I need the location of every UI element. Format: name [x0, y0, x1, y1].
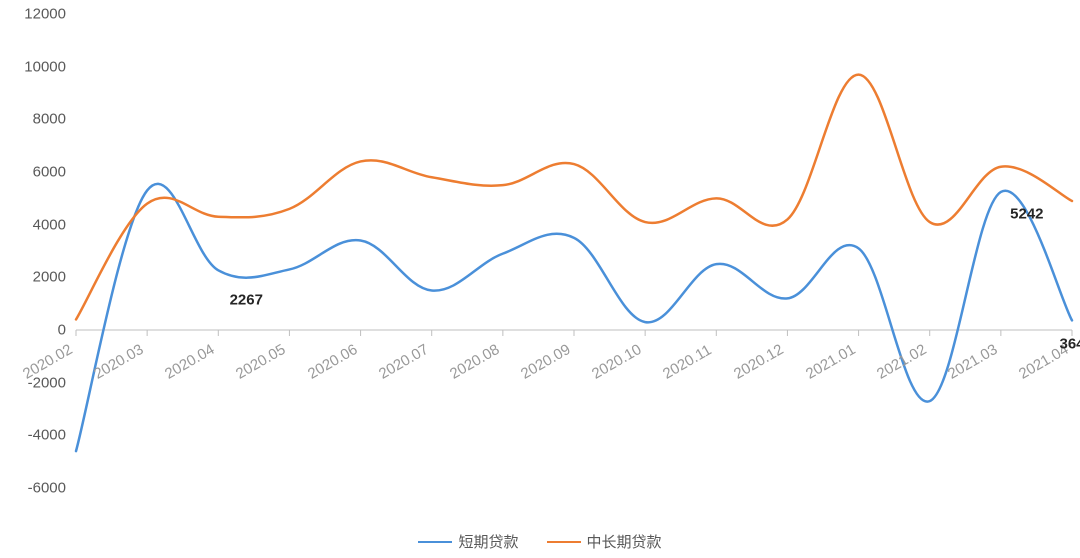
y-axis-labels: -6000 -4000 -2000 0 2000 4000 6000 8000 10000 120… [0, 0, 66, 558]
data-label: 5242 [1010, 205, 1043, 222]
legend: 短期贷款 中长期贷款 [0, 531, 1080, 552]
legend-label: 短期贷款 [458, 531, 518, 552]
y-tick-label: 8000 [33, 111, 66, 128]
loan-chart: -6000 -4000 -2000 0 2000 4000 6000 8000 10000 120… [0, 0, 1080, 558]
legend-line-icon [547, 541, 581, 543]
chart-plot-area [0, 0, 1080, 558]
y-tick-label: 2000 [33, 269, 66, 286]
data-label: 364 [1059, 336, 1080, 353]
data-label: 2267 [230, 292, 263, 309]
legend-line-icon [418, 541, 452, 543]
legend-label: 中长期贷款 [587, 531, 662, 552]
y-tick-label: -4000 [28, 427, 66, 444]
y-tick-label: -2000 [28, 374, 66, 391]
y-tick-label: 4000 [33, 216, 66, 233]
legend-item-long-term: 中长期贷款 [547, 531, 662, 552]
y-tick-label: 12000 [24, 6, 66, 23]
y-tick-label: -6000 [28, 480, 66, 497]
y-tick-label: 0 [58, 322, 66, 339]
y-tick-label: 10000 [24, 58, 66, 75]
legend-item-short-term: 短期贷款 [418, 531, 518, 552]
y-tick-label: 6000 [33, 164, 66, 181]
